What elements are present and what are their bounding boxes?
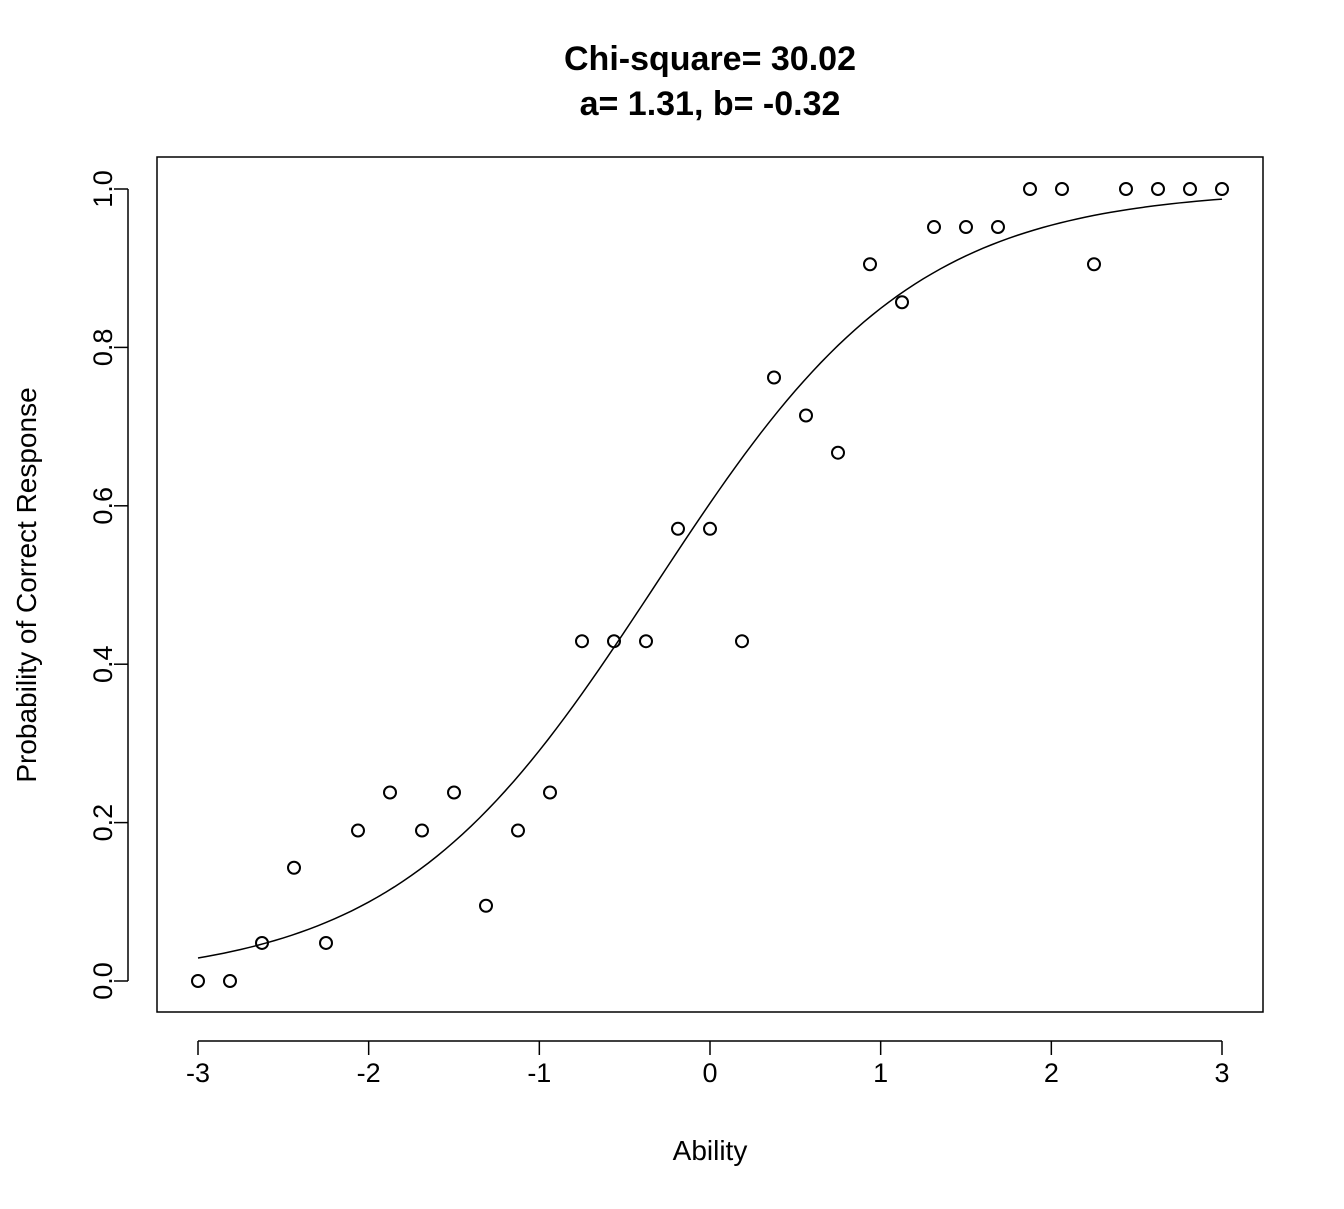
y-tick-label: 0.0 [88,962,118,1000]
plot-frame [156,156,1264,1013]
chart-title: Chi-square= 30.02 [564,40,856,78]
data-point [1023,182,1037,196]
data-point [799,408,813,423]
y-axis: 0.0 0.2 0.4 0.6 0.8 1.0 [88,170,129,1000]
x-tick-label: 0 [702,1058,717,1088]
data-point [895,295,909,310]
data-point [1119,182,1133,196]
data-point [543,785,557,800]
data-point [703,521,717,536]
x-tick-label: -3 [186,1058,210,1088]
data-point [255,935,269,950]
data-point [415,823,429,838]
data-point [1087,257,1101,272]
data-point [767,370,781,385]
data-point [479,898,493,913]
chart-subtitle: a= 1.31, b= -0.32 [580,85,841,123]
data-point [1151,182,1165,196]
data-point [191,974,205,988]
data-point [607,634,621,649]
y-tick-label: 0.2 [88,804,118,842]
fitted-logistic-curve [197,198,1223,959]
data-point [639,634,653,649]
data-point [1183,182,1197,196]
y-tick-label: 0.4 [88,645,118,683]
data-point [383,785,397,800]
data-point [927,220,941,235]
x-tick-label: 1 [873,1058,888,1088]
x-tick-label: -1 [527,1058,551,1088]
data-point [959,220,973,235]
data-point [511,823,525,838]
y-tick-label: 1.0 [88,170,118,208]
y-tick-label: 0.8 [88,329,118,367]
y-tick-label: 0.6 [88,487,118,525]
x-axis: -3 -2 -1 0 1 2 3 [186,1040,1230,1088]
data-point [447,785,461,800]
x-tick-label: 2 [1044,1058,1059,1088]
data-point [1055,182,1069,196]
data-point [1215,182,1229,196]
data-point [575,634,589,649]
y-axis-label: Probability of Correct Response [11,387,42,782]
observed-points [191,182,1229,988]
data-point [831,445,845,460]
x-axis-label: Ability [673,1135,748,1166]
data-point [671,521,685,536]
x-tick-label: -2 [357,1058,381,1088]
data-point [319,935,333,950]
data-point [287,860,301,875]
data-point [863,257,877,272]
data-point [991,220,1005,235]
x-tick-label: 3 [1214,1058,1229,1088]
data-point [735,634,749,649]
data-point [223,974,237,988]
data-point [351,823,365,838]
